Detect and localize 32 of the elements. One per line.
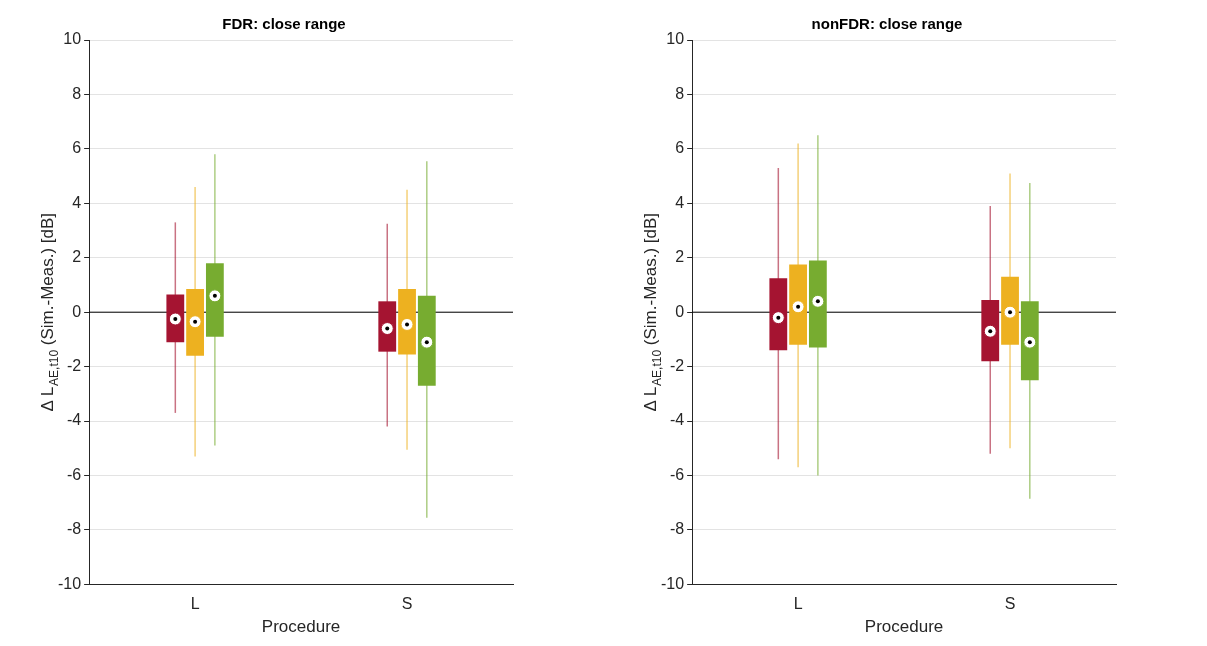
y-tick-label: -10 (661, 574, 685, 592)
x-tick-label: L (190, 595, 200, 613)
y-tick-label: 8 (72, 84, 82, 102)
y-tick-label: 0 (675, 302, 685, 320)
y-tick-label: 2 (72, 248, 82, 266)
x-axis-title: Procedure (261, 617, 341, 637)
y-tick-label: -2 (66, 357, 82, 375)
x-axis-title: Procedure (864, 617, 944, 637)
y-tick-label: -2 (669, 357, 685, 375)
y-tick-label: -6 (669, 465, 685, 483)
y-tick-label: -8 (669, 520, 685, 538)
chart-title: nonFDR: close range (811, 15, 963, 33)
y-tick-label: 2 (675, 248, 685, 266)
chart-title: FDR: close range (222, 15, 346, 33)
y-tick-label: 10 (666, 30, 685, 48)
y-tick-label: -8 (66, 520, 82, 538)
y-tick-label: -10 (58, 574, 82, 592)
y-tick-label: 8 (675, 84, 685, 102)
y-tick-label: 4 (675, 193, 685, 211)
y-tick-label: 6 (675, 139, 685, 157)
y-tick-label: 6 (72, 139, 82, 157)
x-tick-label: L (793, 595, 803, 613)
y-axis-title: Δ LAE,t10 (Sim.-Meas.) [dB] (641, 212, 665, 412)
y-axis-title: Δ LAE,t10 (Sim.-Meas.) [dB] (38, 212, 62, 412)
x-tick-label: S (401, 595, 413, 613)
y-tick-label: 0 (72, 302, 82, 320)
y-tick-label: -6 (66, 465, 82, 483)
x-tick-label: S (1004, 595, 1016, 613)
y-tick-label: 4 (72, 193, 82, 211)
y-tick-label: -4 (669, 411, 685, 429)
y-tick-label: 10 (63, 30, 82, 48)
y-tick-label: -4 (66, 411, 82, 429)
